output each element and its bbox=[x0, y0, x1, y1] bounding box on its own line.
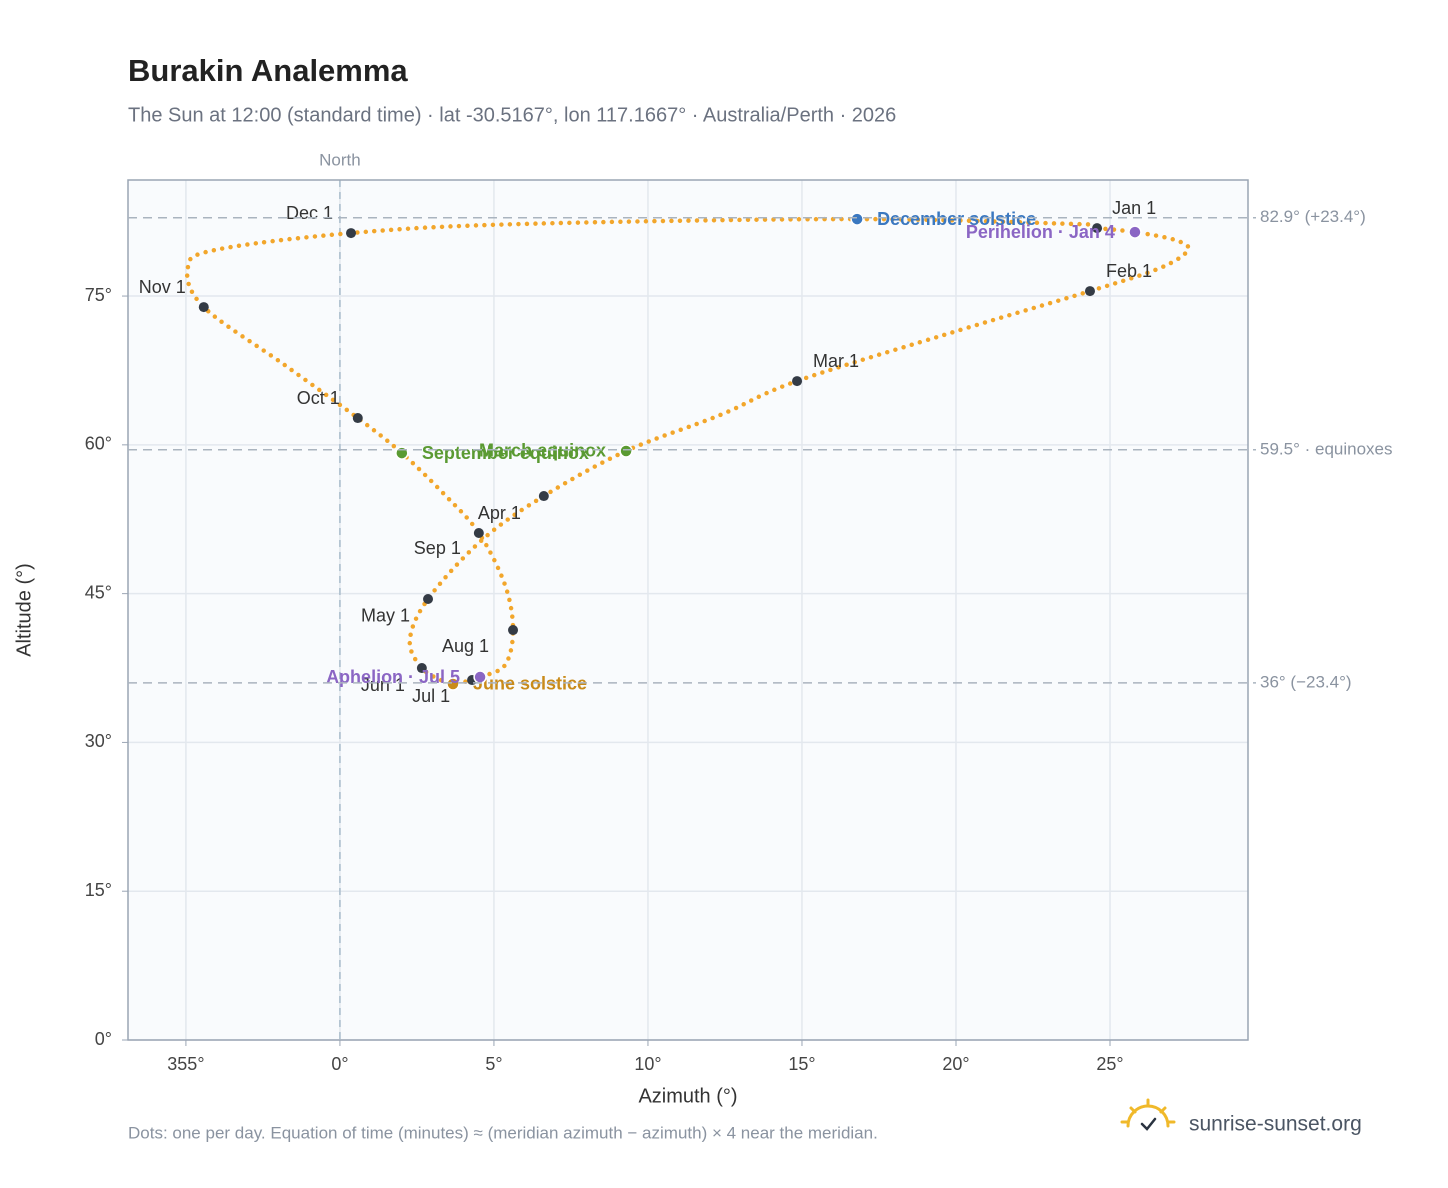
event-label: Perihelion · Jan 4 bbox=[966, 222, 1115, 242]
month-marker bbox=[198, 302, 209, 313]
event-marker bbox=[395, 446, 409, 460]
event-label: September equinox bbox=[422, 443, 589, 463]
reference-label: 36° (−23.4°) bbox=[1260, 672, 1352, 691]
plot-layer: Jan 1 Feb 1 Mar 1 Apr 1 May 1 Jun 1 Jul 1 Aug 1… bbox=[128, 180, 1248, 1041]
month-marker bbox=[1084, 286, 1095, 297]
footnote: Dots: one per day. Equation of time (min… bbox=[128, 1123, 878, 1142]
month-marker bbox=[1092, 223, 1103, 234]
month-marker bbox=[792, 376, 803, 387]
reference-label: 59.5° · equinoxes bbox=[1260, 439, 1393, 458]
y-tick-label: 60° bbox=[85, 434, 112, 454]
y-tick-label: 75° bbox=[85, 285, 112, 305]
month-label: Nov 1 bbox=[139, 277, 186, 297]
reference-label: 82.9° (+23.4°) bbox=[1260, 207, 1366, 226]
y-tick-label: 15° bbox=[85, 880, 112, 900]
event-label: June solstice bbox=[473, 674, 587, 694]
event-marker bbox=[473, 670, 487, 684]
x-tick-label: 15° bbox=[788, 1054, 815, 1074]
month-marker bbox=[538, 491, 549, 502]
y-tick-label: 0° bbox=[95, 1029, 112, 1049]
month-label: Sep 1 bbox=[414, 538, 461, 558]
north-label: North bbox=[319, 150, 361, 169]
brand-name: sunrise-sunset.org bbox=[1189, 1113, 1362, 1136]
event-marker bbox=[1128, 225, 1142, 239]
month-marker bbox=[416, 663, 427, 674]
plot-frame bbox=[127, 179, 1249, 1041]
event-label: Aphelion · Jul 5 bbox=[326, 667, 460, 687]
x-tick-label: 5° bbox=[485, 1054, 502, 1074]
month-label: Jul 1 bbox=[412, 686, 450, 706]
month-label: May 1 bbox=[361, 606, 410, 626]
sun-ray bbox=[1129, 1106, 1137, 1114]
event-label: December solstice bbox=[877, 209, 1036, 229]
event-marker bbox=[619, 444, 633, 458]
month-marker bbox=[346, 228, 357, 239]
x-tick-label: 20° bbox=[942, 1054, 969, 1074]
chart-title: Burakin Analemma bbox=[128, 53, 408, 88]
month-label: Dec 1 bbox=[286, 203, 333, 223]
x-tick-label: 10° bbox=[634, 1054, 661, 1074]
month-label: Aug 1 bbox=[442, 636, 489, 656]
month-label: Feb 1 bbox=[1106, 261, 1152, 281]
plot-area bbox=[128, 180, 1248, 1040]
month-label: Oct 1 bbox=[297, 388, 340, 408]
sun-ray bbox=[1159, 1106, 1167, 1114]
month-marker bbox=[423, 593, 434, 604]
month-marker bbox=[508, 625, 519, 636]
month-label: Jan 1 bbox=[1112, 198, 1156, 218]
event-label: March equinox bbox=[479, 441, 606, 461]
month-label: Jun 1 bbox=[361, 675, 405, 695]
chart-subtitle: The Sun at 12:00 (standard time) · lat -… bbox=[128, 104, 896, 126]
check-icon bbox=[1140, 1117, 1157, 1131]
month-label: Mar 1 bbox=[813, 351, 859, 371]
y-axis-label: Altitude (°) bbox=[13, 563, 35, 657]
month-marker bbox=[352, 413, 363, 424]
y-tick-label: 45° bbox=[85, 582, 112, 602]
brand-logo bbox=[1120, 1098, 1176, 1131]
x-tick-label: 0° bbox=[331, 1054, 348, 1074]
x-axis-label: Azimuth (°) bbox=[638, 1085, 737, 1107]
month-marker bbox=[473, 528, 484, 539]
month-label: Apr 1 bbox=[478, 503, 521, 523]
x-tick-label: 355° bbox=[167, 1054, 204, 1074]
event-marker bbox=[446, 677, 460, 691]
x-tick-label: 25° bbox=[1096, 1054, 1123, 1074]
y-tick-label: 30° bbox=[85, 731, 112, 751]
event-marker bbox=[850, 212, 864, 226]
